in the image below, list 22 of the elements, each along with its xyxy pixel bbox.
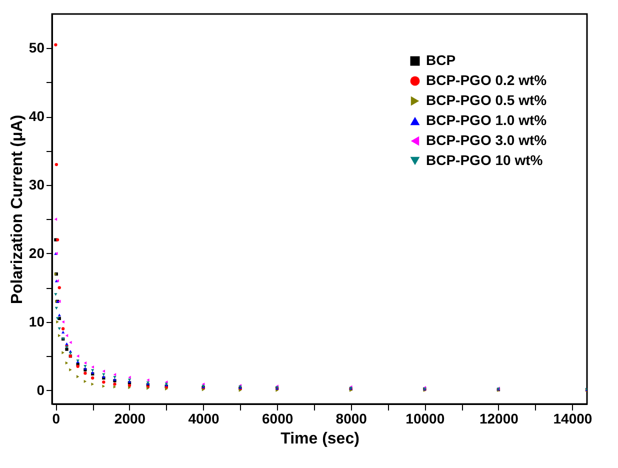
legend-label: BCP-PGO 0.2 wt%: [426, 72, 548, 88]
x-tick-label: 2000: [114, 410, 146, 426]
y-tick-label: 50: [28, 40, 45, 56]
legend-label: BCP-PGO 3.0 wt%: [426, 132, 548, 148]
x-tick-label: 6000: [262, 410, 294, 426]
x-tick-label: 4000: [188, 410, 220, 426]
x-tick-label: 10000: [406, 410, 445, 426]
y-tick-label: 0: [36, 382, 45, 398]
legend-label: BCP-PGO 0.5 wt%: [426, 92, 548, 108]
x-axis-title: Time (sec): [280, 430, 360, 448]
x-tick-label: 12000: [479, 410, 519, 426]
y-tick-label: 20: [28, 244, 45, 261]
legend-label: BCP: [426, 52, 456, 68]
y-axis-title: Polarization Current (μA): [8, 114, 26, 304]
x-tick-label: 0: [52, 410, 60, 426]
y-tick-label: 30: [28, 176, 45, 193]
x-tick-label: 8000: [336, 410, 368, 426]
y-tick-label: 10: [28, 313, 45, 330]
legend-label: BCP-PGO 1.0 wt%: [426, 112, 548, 128]
x-tick-label: 14000: [553, 410, 592, 426]
legend-label: BCP-PGO 10 wt%: [426, 152, 544, 168]
y-tick-label: 40: [28, 108, 45, 124]
